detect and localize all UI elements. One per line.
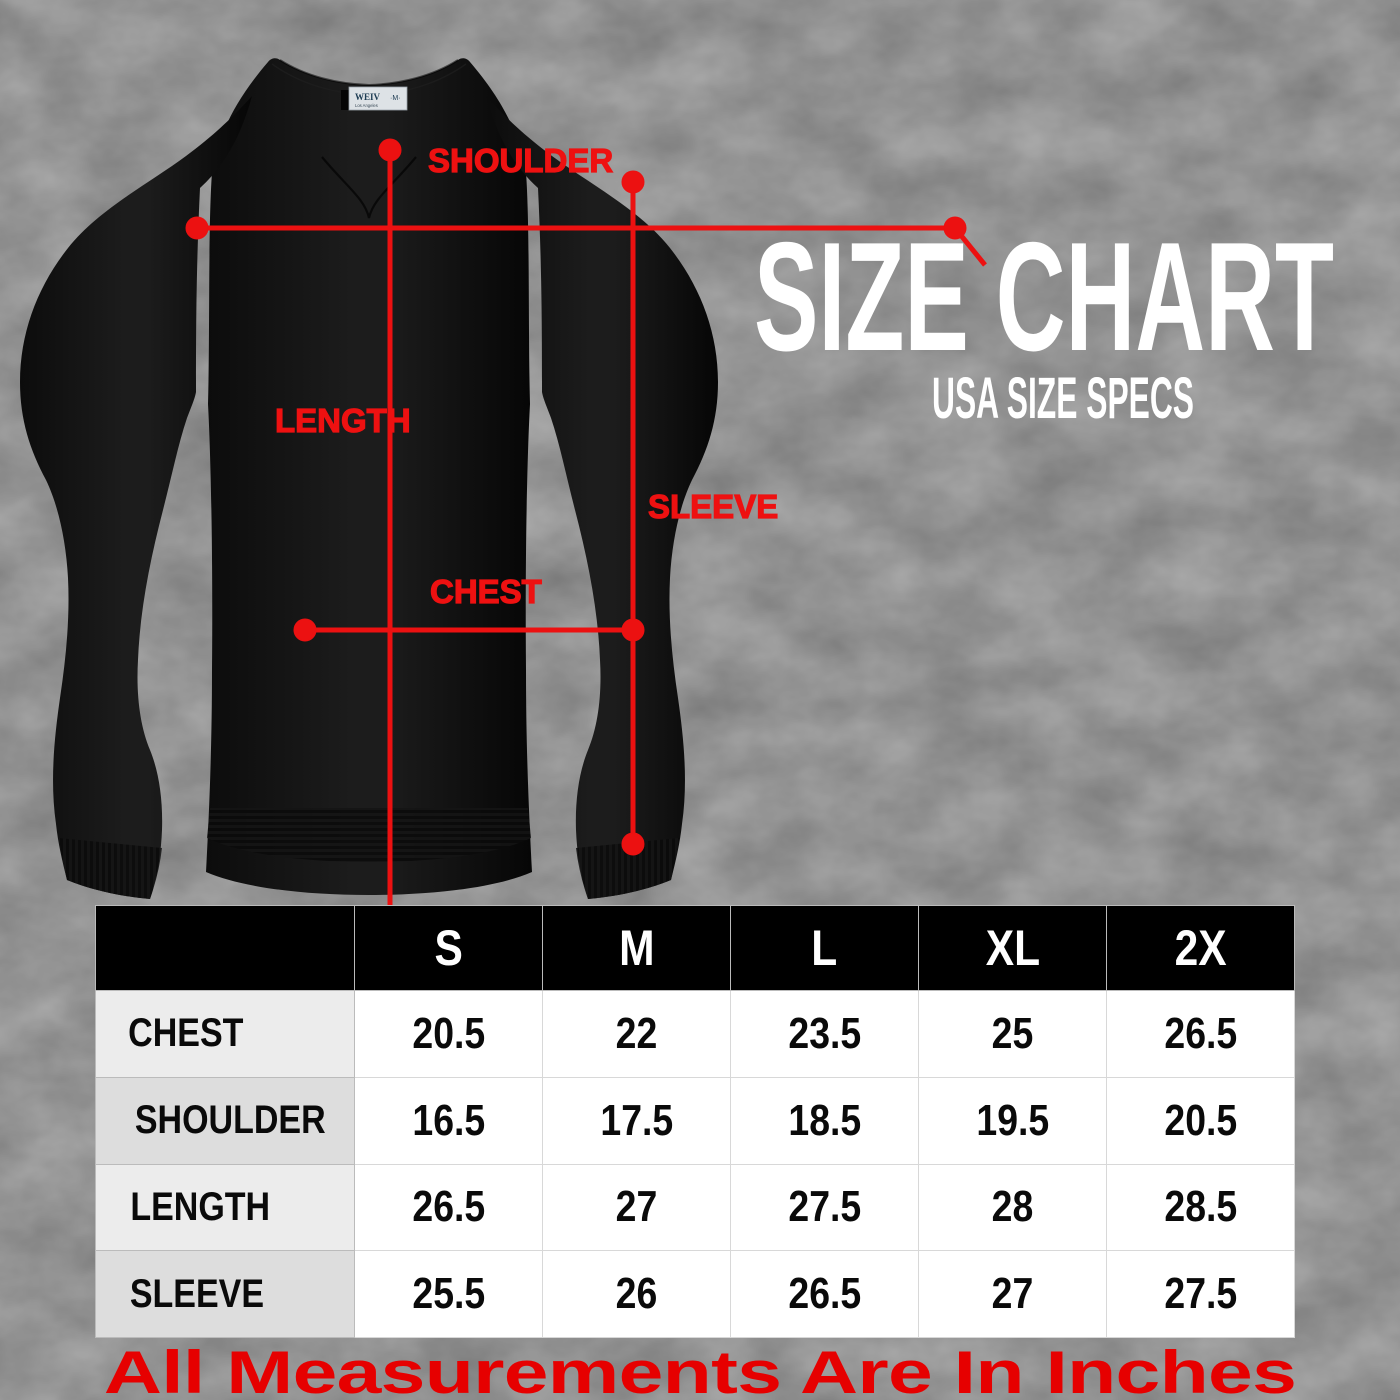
svg-text:LENGTH: LENGTH [275, 402, 411, 439]
svg-text:SLEEVE: SLEEVE [648, 488, 778, 525]
svg-text:·M·: ·M· [390, 95, 401, 102]
svg-text:WEIV: WEIV [355, 92, 381, 102]
svg-text:SIZE CHART: SIZE CHART [754, 210, 1334, 383]
svg-text:SHOULDER: SHOULDER [428, 142, 613, 179]
svg-text:USA SIZE SPECS: USA SIZE SPECS [932, 366, 1194, 431]
svg-text:Los Angeles: Los Angeles [355, 103, 378, 108]
svg-text:CHEST: CHEST [430, 573, 542, 610]
